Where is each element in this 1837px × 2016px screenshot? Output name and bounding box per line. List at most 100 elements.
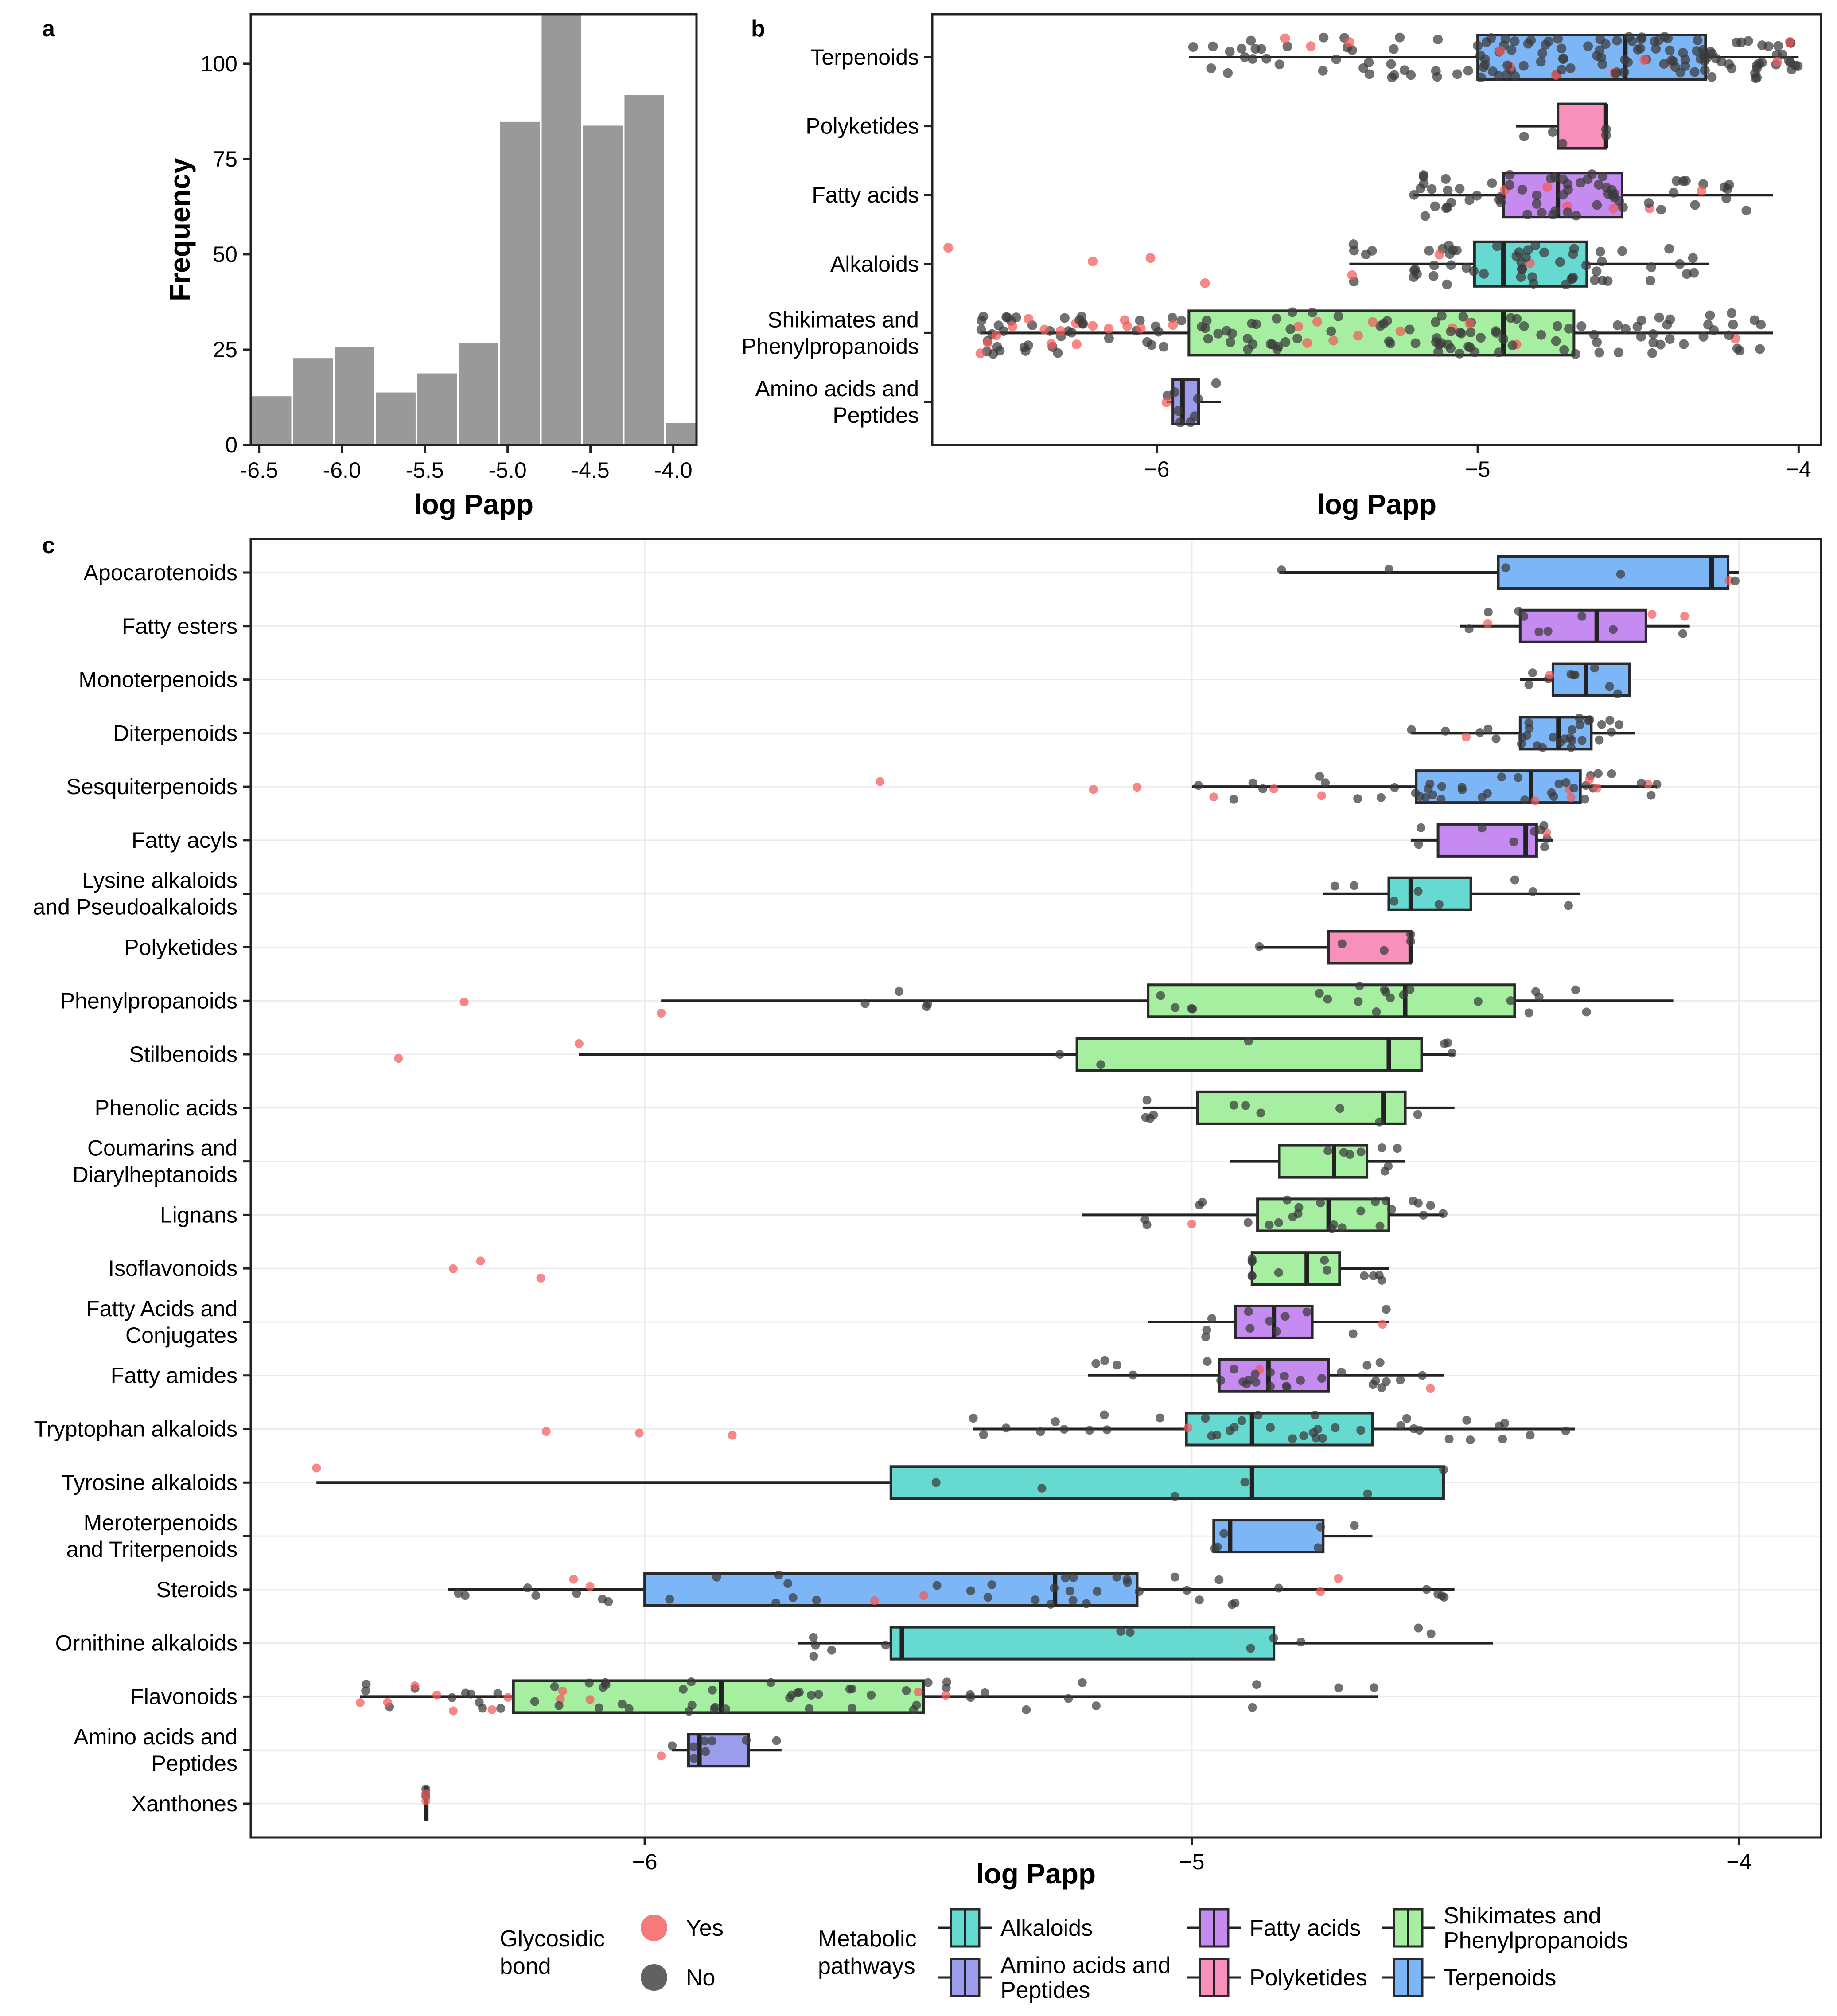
point-glycosidic-no	[1100, 1410, 1109, 1419]
point-glycosidic-no	[1732, 37, 1742, 47]
point-glycosidic-no	[1389, 44, 1399, 54]
point-glycosidic-no	[601, 1680, 611, 1689]
point-glycosidic-no	[1556, 738, 1565, 747]
point-glycosidic-no	[1170, 1572, 1179, 1582]
legend-pathway-label: Shikimates and	[1444, 1903, 1601, 1929]
point-glycosidic-no	[1678, 176, 1688, 186]
point-glycosidic-no	[1360, 1271, 1369, 1280]
histogram-bar-9	[581, 124, 625, 446]
point-glycosidic-no	[1605, 682, 1614, 691]
point-glycosidic-no	[1583, 41, 1593, 51]
point-glycosidic-yes	[1046, 339, 1056, 349]
point-glycosidic-no	[1354, 997, 1363, 1006]
point-glycosidic-no	[1415, 792, 1424, 801]
point-glycosidic-no	[1479, 62, 1489, 72]
point-glycosidic-no	[1558, 190, 1568, 200]
point-glycosidic-no	[1668, 56, 1678, 66]
point-glycosidic-no	[1577, 736, 1587, 745]
point-glycosidic-no	[902, 1686, 911, 1695]
point-glycosidic-no	[1123, 1578, 1132, 1587]
point-glycosidic-no	[1448, 245, 1458, 255]
point-glycosidic-no	[1277, 565, 1286, 575]
point-glycosidic-yes	[1426, 1384, 1435, 1393]
point-glycosidic-no	[1149, 1110, 1158, 1119]
point-glycosidic-no	[1553, 34, 1563, 44]
point-glycosidic-no	[922, 1002, 931, 1011]
histogram-bar-11	[664, 421, 697, 446]
point-glycosidic-no	[1437, 782, 1446, 791]
plot-frame	[249, 538, 1822, 1839]
y-tick-label: Fatty acids	[812, 183, 919, 207]
point-glycosidic-no	[1547, 788, 1556, 797]
histogram-bar-3	[332, 345, 376, 446]
point-glycosidic-no	[1406, 936, 1415, 946]
point-glycosidic-no	[1104, 333, 1114, 343]
point-glycosidic-no	[1735, 346, 1745, 356]
point-glycosidic-no	[1050, 1583, 1059, 1593]
point-glycosidic-no	[1333, 311, 1343, 321]
point-glycosidic-no	[1156, 991, 1165, 1000]
point-glycosidic-no	[1620, 55, 1630, 65]
point-glycosidic-no	[1663, 33, 1673, 43]
point-glycosidic-no	[1378, 319, 1389, 329]
x-tick-label: −6	[632, 1849, 658, 1874]
point-glycosidic-no	[1316, 1522, 1325, 1532]
point-glycosidic-no	[1675, 259, 1685, 269]
point-glycosidic-no	[1202, 1325, 1211, 1334]
point-glycosidic-no	[1019, 343, 1029, 353]
point-glycosidic-no	[1592, 337, 1602, 347]
point-glycosidic-no	[1609, 189, 1619, 199]
point-glycosidic-no	[1645, 276, 1655, 286]
category-isoflavonoids	[448, 1251, 1389, 1286]
point-glycosidic-no	[1580, 795, 1590, 804]
y-tick-label: 50	[213, 242, 237, 267]
point-glycosidic-no	[1549, 733, 1558, 742]
point-glycosidic-no	[1565, 63, 1576, 73]
point-glycosidic-no	[1356, 1147, 1366, 1157]
point-glycosidic-no	[1539, 247, 1549, 257]
point-glycosidic-no	[1386, 993, 1395, 1002]
point-glycosidic-no	[1406, 70, 1416, 80]
y-tick-label: Tryptophan alkaloids	[34, 1417, 237, 1442]
point-glycosidic-no	[1654, 312, 1664, 323]
point-glycosidic-no	[1176, 316, 1187, 326]
point-glycosidic-yes	[1344, 37, 1354, 47]
y-tick-label: Terpenoids	[810, 45, 919, 70]
point-glycosidic-no	[1287, 307, 1297, 317]
point-glycosidic-no	[1721, 193, 1732, 203]
point-glycosidic-no	[1571, 985, 1580, 994]
point-glycosidic-yes	[1088, 321, 1098, 331]
point-glycosidic-yes	[448, 1264, 458, 1273]
point-glycosidic-no	[1612, 35, 1622, 46]
point-glycosidic-no	[1292, 333, 1303, 343]
point-glycosidic-no	[1517, 184, 1527, 195]
point-glycosidic-no	[1078, 1678, 1087, 1687]
point-glycosidic-no	[1500, 34, 1510, 44]
point-glycosidic-no	[624, 1704, 634, 1713]
point-glycosidic-yes	[1464, 318, 1475, 328]
point-glycosidic-no	[1225, 337, 1235, 347]
point-glycosidic-no	[1520, 795, 1530, 805]
point-glycosidic-no	[689, 1742, 698, 1751]
point-glycosidic-no	[788, 1593, 798, 1602]
point-glycosidic-no	[617, 1700, 627, 1709]
point-glycosidic-yes	[574, 1039, 584, 1048]
point-glycosidic-no	[1356, 1426, 1366, 1435]
point-glycosidic-no	[1514, 247, 1524, 257]
point-glycosidic-no	[1590, 275, 1600, 285]
point-glycosidic-no	[496, 1704, 506, 1713]
point-glycosidic-yes	[1608, 203, 1619, 214]
point-glycosidic-no	[1473, 41, 1483, 51]
point-glycosidic-yes	[558, 1686, 567, 1696]
point-glycosidic-no	[1037, 1483, 1047, 1493]
x-tick-label: -4.0	[654, 458, 693, 483]
point-glycosidic-no	[1548, 127, 1558, 137]
point-glycosidic-no	[1442, 202, 1452, 212]
point-glycosidic-no	[783, 1579, 793, 1588]
point-glycosidic-no	[1428, 271, 1439, 281]
category-ornithine-alkaloids	[798, 1623, 1493, 1661]
point-glycosidic-no	[987, 1580, 996, 1589]
point-glycosidic-no	[1741, 206, 1751, 216]
point-glycosidic-no	[1242, 334, 1253, 344]
